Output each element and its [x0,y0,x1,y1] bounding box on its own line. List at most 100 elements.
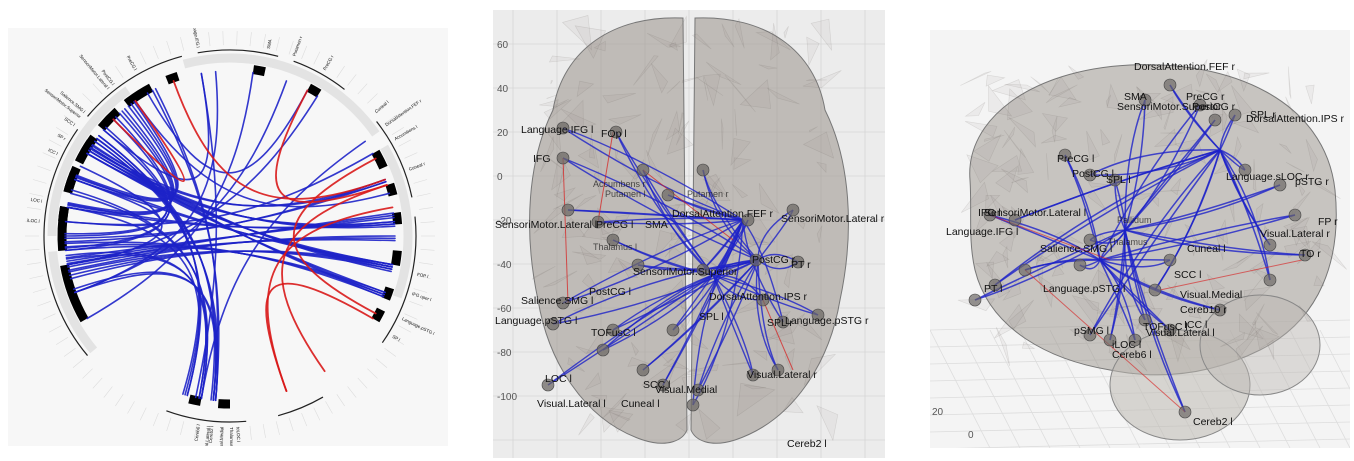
label-tick [376,103,388,114]
label-tick [42,313,56,320]
mesh-facet [1008,117,1036,148]
negative-link [75,101,179,200]
label-tick [367,93,378,104]
mesh-facet [1109,343,1133,361]
mesh-facet [1195,59,1208,88]
region-label: FOP l [417,272,429,279]
mesh-facet [1267,339,1275,360]
negative-link [70,189,207,399]
roi-node [1163,78,1177,92]
mesh-facet [1206,273,1226,291]
mesh-facet [724,74,756,113]
roi-label: Cereb2 l [1193,416,1233,428]
label-tick [357,83,368,95]
positive-link [293,157,377,315]
mesh-facet [561,216,586,239]
negative-link [597,217,744,223]
roi-node [666,323,680,337]
roi-node [741,213,755,227]
label-tick [26,262,41,265]
mesh-facet [662,358,690,370]
label-tick [391,127,405,136]
mesh-facet [1231,85,1254,115]
mesh-facet [1205,73,1228,108]
label-tick [127,401,135,414]
mesh-facet [660,350,681,364]
roi-node [696,263,710,277]
mesh-facet [1285,161,1305,173]
region-label: Cuneal r [408,161,426,172]
mesh-facet [1058,97,1083,108]
mesh-facet [647,118,663,157]
roi-label: Cereb10 r [1180,304,1227,316]
mesh-facet [802,131,835,159]
negative-link [615,131,714,276]
mesh-facet [803,353,837,387]
mesh-facet [730,137,751,167]
roi-node [756,293,770,307]
mesh-facet [1252,159,1257,192]
roi-label: Visual.Lateral r [747,369,817,381]
region-label: SP l [391,334,401,343]
roi-node [636,163,650,177]
roi-label: PT r [791,259,811,271]
mesh-facet [702,173,729,198]
mesh-facet [1047,243,1064,269]
roi-label: TOFusC l [1143,321,1188,333]
mesh-facet [1069,329,1084,341]
mesh-facet [1297,182,1306,197]
roi-label: Cuneal l [621,398,660,410]
grid-line [989,329,1051,448]
mesh-facet [1008,299,1034,330]
roi-label: PreCG r [1186,91,1225,103]
negative-link [146,89,309,174]
label-tick [398,325,412,333]
mesh-facet [1002,245,1009,269]
mesh-facet [721,23,735,48]
roi-label: Cereb6 l [1112,349,1152,361]
negative-link [697,259,759,391]
label-tick [152,45,159,60]
mesh-facet [1222,251,1256,272]
region-label: Thalamus r [229,427,234,446]
roi-node [556,121,570,135]
mesh-facet [1235,325,1264,360]
mesh-facet [705,61,742,86]
negative-link [1099,259,1136,341]
mesh-facet [1106,83,1122,110]
roi-node [1213,303,1227,317]
region-label: SCC l [63,116,76,127]
roi-label: IFG l [978,207,1001,219]
label-tick [166,417,172,432]
mesh-facet [546,94,557,99]
negative-link [974,229,1126,301]
negative-link [547,274,714,386]
mesh-facet [578,413,595,436]
mesh-facet [1051,263,1065,277]
mesh-facet [1170,177,1181,196]
negative-link [1089,149,1221,336]
positive-link [762,299,794,371]
label-tick [262,424,266,438]
negative-link [74,70,219,294]
mesh-facet [720,118,724,150]
mesh-facet [1163,102,1174,131]
roi-node [591,215,605,229]
roi-node [968,293,982,307]
mesh-facet [985,194,1001,212]
mesh-facet [1287,66,1292,99]
mesh-facet [994,303,1027,339]
roi-node [1163,253,1177,267]
mesh-facet [1290,216,1310,247]
mesh-facet [998,230,1016,253]
roi-node [1018,263,1032,277]
roi-label: pSTG r [1295,176,1329,188]
mesh-facet [1236,255,1249,264]
positive-link [265,282,374,392]
negative-link [64,241,385,298]
negative-link [562,219,744,304]
label-tick [404,313,418,320]
mesh-facet [758,183,780,214]
negative-link [66,95,319,266]
negative-link [755,259,779,371]
